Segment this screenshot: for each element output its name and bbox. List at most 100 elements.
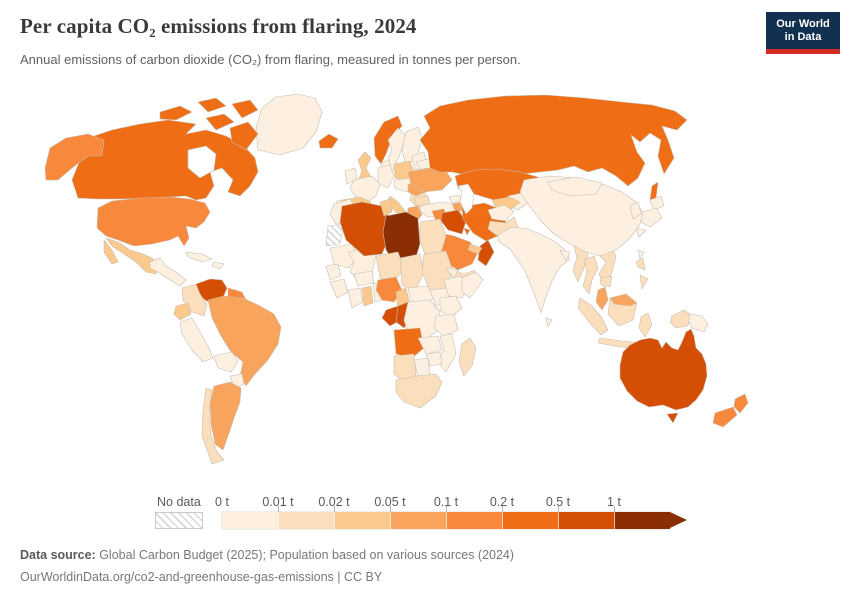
legend-tick-mark [502,506,503,512]
country-cuba[interactable] [185,251,213,263]
country-mauritania[interactable] [329,243,359,269]
country-russia[interactable] [419,94,688,187]
country-uganda_kenya[interactable] [439,295,463,319]
legend-tick-label-1: 0.01 t [262,495,294,509]
country-sumatra[interactable] [577,297,609,336]
legend-arrow [670,512,687,528]
country-greenland[interactable] [255,93,323,156]
country-uae_qatar[interactable] [467,243,483,255]
country-japan_2[interactable] [640,207,663,228]
country-canada_arctic_4[interactable] [231,99,259,119]
country-sweden[interactable] [385,127,407,173]
legend-tick-label-3: 0.05 t [374,495,406,509]
legend-bin-5[interactable] [502,512,558,529]
country-chile[interactable] [201,387,225,465]
legend-no-data-swatch[interactable] [155,512,203,529]
country-sulawesi[interactable] [638,312,653,338]
data-source-text: Global Carbon Budget (2025); Population … [95,548,515,562]
legend-tick-mark [334,506,335,512]
country-mozambique[interactable] [437,333,457,373]
country-australia[interactable] [619,328,708,411]
country-ecuador[interactable] [173,302,192,321]
country-baffin_island[interactable] [229,121,259,151]
country-germany[interactable] [377,164,395,189]
country-burkina_faso[interactable] [353,270,375,287]
country-angola[interactable] [393,327,425,359]
country-bolivia[interactable] [213,351,239,373]
country-philippines_1[interactable] [635,257,646,271]
country-philippines_2[interactable] [639,274,649,290]
country-tanzania[interactable] [433,313,459,337]
country-kuwait[interactable] [463,227,471,236]
country-canada_arctic_2[interactable] [197,97,227,113]
country-india[interactable] [497,226,571,314]
legend-bin-2[interactable] [334,512,390,529]
country-niger[interactable] [375,251,405,283]
chart-footer: Data source: Global Carbon Budget (2025)… [20,544,514,588]
country-senegal[interactable] [325,263,342,281]
country-new_zealand_north[interactable] [733,393,749,414]
country-hispaniola[interactable] [211,261,225,270]
legend-tick-label-7: 1 t [607,495,621,509]
country-south_africa[interactable] [395,373,443,409]
country-colombia[interactable] [181,283,208,317]
country-alaska[interactable] [44,133,105,181]
country-malaysia[interactable] [595,286,609,311]
country-east_malaysia[interactable] [609,293,638,307]
country-cambodia[interactable] [599,275,613,288]
country-canada_arctic_3[interactable] [205,113,235,131]
legend-bin-7[interactable] [614,512,670,529]
legend-bin-6[interactable] [558,512,614,529]
legend-bin-0[interactable] [222,512,278,529]
legend-tick-mark [390,506,391,512]
country-eritrea[interactable] [445,267,459,279]
country-nigeria[interactable] [375,276,403,303]
owid-logo[interactable]: Our World in Data [766,12,840,54]
country-thailand[interactable] [582,255,599,295]
country-guinea[interactable] [329,278,349,299]
country-japan_3[interactable] [635,227,647,238]
country-new_zealand_south[interactable] [712,406,738,428]
country-japan_1[interactable] [649,195,665,211]
country-usa[interactable] [96,196,211,247]
country-somalia[interactable] [461,271,484,299]
legend-tick-mark [614,506,615,512]
country-new_guinea_west[interactable] [669,309,691,329]
legend-bin-3[interactable] [390,512,446,529]
footer-link[interactable]: OurWorldinData.org/co2-and-greenhouse-ga… [20,570,383,584]
country-western_sahara[interactable] [325,223,345,247]
country-taiwan[interactable] [637,249,645,260]
country-ivory_coast[interactable] [347,287,364,309]
country-papua_new_guinea[interactable] [687,313,709,333]
legend-bin-4[interactable] [446,512,502,529]
country-argentina[interactable] [209,381,242,451]
water-caspian_sea [457,183,475,215]
chart-subtitle: Annual emissions of carbon dioxide (CO₂)… [20,52,521,67]
country-mongolia[interactable] [547,176,603,197]
country-afghanistan[interactable] [487,204,515,222]
country-madagascar[interactable] [458,337,477,377]
country-canada[interactable] [69,119,259,201]
country-brazil[interactable] [207,295,282,387]
country-central_america[interactable] [149,257,187,287]
country-peru[interactable] [179,317,214,363]
legend-tick-label-2: 0.02 t [318,495,350,509]
country-ghana[interactable] [361,285,374,307]
country-france[interactable] [349,175,381,204]
country-baja_california[interactable] [103,239,119,265]
world-map [44,93,749,465]
country-canada_arctic_1[interactable] [159,105,193,121]
country-bangladesh[interactable] [559,249,571,262]
country-oman[interactable] [477,239,495,267]
owid-logo-line2: in Data [784,31,822,43]
country-tasmania[interactable] [666,412,679,424]
country-korea[interactable] [629,201,642,220]
legend-bin-1[interactable] [278,512,334,529]
country-iceland[interactable] [318,133,339,149]
country-zambia[interactable] [417,335,443,355]
country-chad[interactable] [399,253,425,291]
country-sri_lanka[interactable] [545,317,553,328]
country-tunisia[interactable] [379,198,393,217]
